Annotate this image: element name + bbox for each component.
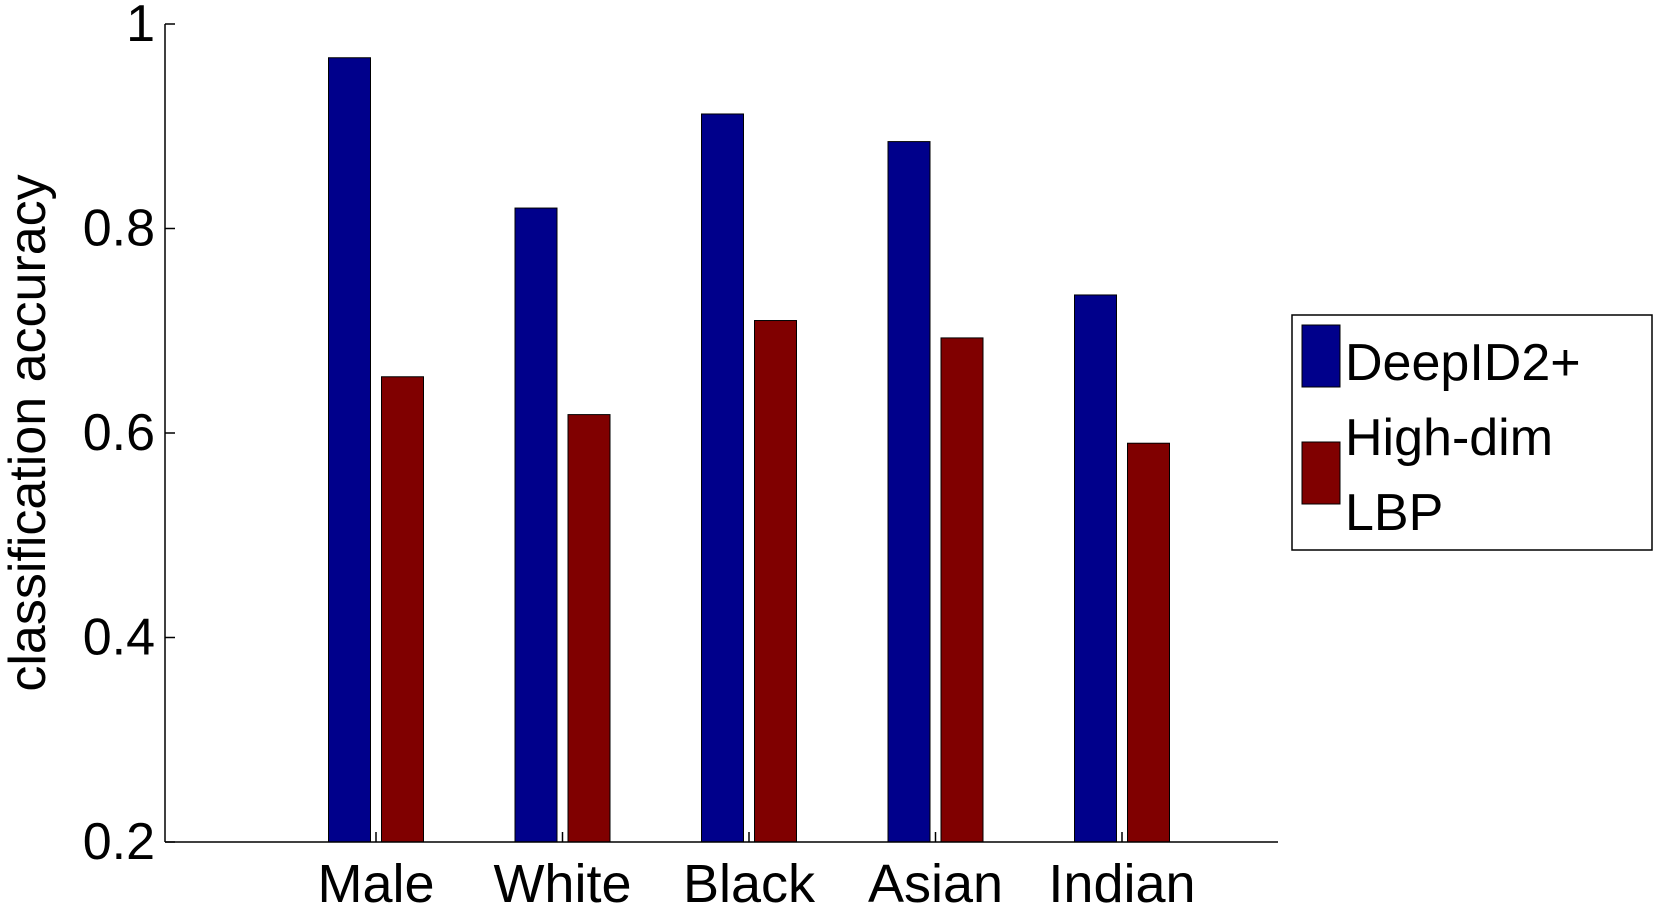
bar-deepid2-black	[701, 113, 744, 843]
x-tick-label-white: White	[493, 854, 631, 908]
legend-label-highdim-lbp: LBP	[1345, 484, 1443, 542]
y-ticks: 0.2 0.4 0.6 0.8 1	[83, 0, 175, 871]
legend-label-deepid2: DeepID2+	[1345, 334, 1581, 392]
bar-highdim-lbp-black	[754, 320, 797, 843]
legend-entries: DeepID2+ High-dim LBP	[1301, 324, 1581, 542]
legend-swatch-highdim-lbp	[1301, 441, 1341, 505]
legend-label-highdim-lbp: High-dim	[1345, 409, 1553, 467]
legend-swatch-deepid2	[1301, 324, 1341, 388]
y-tick-label: 0.6	[83, 404, 155, 462]
bar-highdim-lbp-indian	[1127, 442, 1170, 843]
x-tick-label-asian: Asian	[868, 854, 1003, 908]
x-ticks: Male White Black Asian Indian	[317, 832, 1196, 908]
bar-highdim-lbp-white	[567, 414, 611, 843]
y-tick-label: 1	[126, 0, 155, 53]
bars-layer	[328, 57, 1170, 843]
bar-highdim-lbp-asian	[940, 337, 984, 843]
y-tick-label: 0.4	[83, 609, 155, 667]
bar-deepid2-asian	[887, 141, 931, 843]
y-axis-label: classification accuracy	[0, 174, 57, 691]
x-tick-label-male: Male	[317, 854, 434, 908]
y-tick-label: 0.8	[83, 200, 155, 258]
legend: DeepID2+ High-dim LBP	[1291, 314, 1653, 551]
bar-deepid2-white	[514, 207, 558, 843]
y-tick-label: 0.2	[83, 813, 155, 871]
bar-deepid2-male	[328, 57, 371, 843]
legend-box	[1291, 314, 1653, 551]
bar-deepid2-indian	[1074, 294, 1117, 843]
bar-highdim-lbp-male	[381, 376, 424, 843]
x-tick-label-indian: Indian	[1048, 854, 1195, 908]
x-tick-label-black: Black	[683, 854, 816, 908]
